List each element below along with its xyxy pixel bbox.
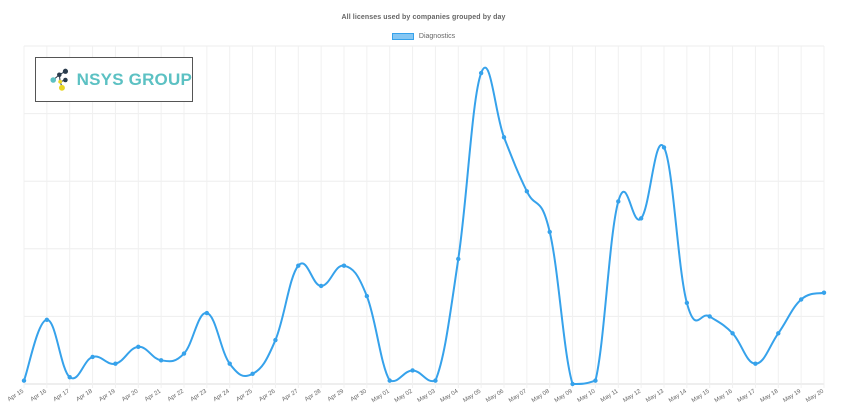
x-tick-label: May 04: [439, 388, 459, 404]
data-point[interactable]: [821, 290, 827, 295]
grid-lines: [23, 45, 825, 388]
legend-label-diagnostics[interactable]: Diagnostics: [418, 33, 456, 40]
x-tick-label: May 11: [600, 388, 620, 404]
x-tick-label: Apr 17: [53, 388, 72, 403]
data-point[interactable]: [730, 331, 735, 336]
company-logo: NSYS GROUP: [35, 57, 193, 102]
x-tick-label: May 13: [645, 388, 665, 404]
x-tick-label: May 01: [371, 388, 391, 404]
data-point[interactable]: [204, 310, 210, 316]
data-point[interactable]: [318, 283, 324, 289]
data-point[interactable]: [341, 263, 347, 268]
data-point[interactable]: [21, 378, 27, 383]
series-line-diagnostics: [23, 66, 825, 386]
x-tick-label: Apr 18: [75, 388, 94, 403]
data-point[interactable]: [273, 337, 278, 343]
data-point[interactable]: [296, 263, 301, 268]
data-points: [21, 70, 827, 387]
data-point[interactable]: [547, 229, 552, 235]
x-tick-label: May 14: [668, 388, 688, 404]
data-point[interactable]: [524, 189, 530, 194]
x-tick-label: May 05: [462, 388, 482, 404]
nsys-group-logo-mark-icon: [50, 68, 69, 91]
x-tick-label: Apr 28: [304, 388, 323, 403]
data-point[interactable]: [364, 293, 370, 299]
x-axis-tick-labels: Apr 15 Apr 16 Apr 17 Apr 18 Apr 19 Apr 20 Apr …: [7, 388, 826, 404]
chart-title: All licenses used by companies grouped b…: [341, 14, 506, 21]
data-point[interactable]: [136, 344, 141, 350]
data-point[interactable]: [638, 216, 644, 221]
x-tick-label: May 02: [394, 388, 414, 404]
x-tick-label: May 16: [714, 388, 734, 404]
x-tick-label: Apr 29: [327, 388, 346, 403]
x-tick-label: May 10: [577, 388, 597, 404]
data-point[interactable]: [753, 361, 758, 366]
x-tick-label: May 15: [691, 388, 711, 404]
x-tick-label: Apr 24: [213, 388, 232, 403]
x-tick-label: May 19: [782, 388, 802, 404]
x-tick-label: May 08: [531, 388, 551, 404]
data-point[interactable]: [776, 331, 781, 336]
x-tick-label: Apr 21: [144, 388, 163, 403]
x-tick-label: May 07: [508, 388, 528, 404]
data-point[interactable]: [227, 361, 232, 366]
data-point[interactable]: [616, 199, 621, 204]
x-tick-label: May 17: [737, 388, 757, 404]
data-point[interactable]: [90, 354, 95, 360]
data-point[interactable]: [570, 381, 575, 387]
x-tick-label: Apr 16: [30, 388, 49, 403]
data-point[interactable]: [456, 256, 461, 262]
x-tick-label: Apr 20: [121, 388, 140, 403]
data-point[interactable]: [158, 358, 164, 363]
data-point[interactable]: [798, 297, 804, 302]
x-tick-label: Apr 22: [167, 388, 186, 403]
logo-text: NSYS GROUP: [76, 69, 192, 89]
data-point[interactable]: [593, 378, 598, 383]
x-tick-label: Apr 25: [235, 388, 254, 403]
data-point[interactable]: [478, 70, 484, 76]
data-point[interactable]: [181, 351, 187, 356]
data-point[interactable]: [67, 375, 72, 380]
data-point[interactable]: [250, 371, 255, 377]
data-point[interactable]: [501, 135, 507, 140]
x-tick-label: May 12: [622, 388, 642, 404]
data-point[interactable]: [661, 145, 667, 150]
x-tick-label: May 06: [485, 388, 505, 404]
data-point[interactable]: [410, 368, 415, 373]
x-tick-label: Apr 19: [98, 388, 117, 403]
x-tick-label: Apr 27: [281, 388, 300, 403]
x-tick-label: May 03: [417, 388, 437, 404]
data-point[interactable]: [707, 314, 712, 319]
x-tick-label: May 09: [554, 388, 574, 404]
x-tick-label: Apr 30: [350, 388, 369, 403]
legend-swatch-diagnostics[interactable]: [391, 33, 414, 40]
data-point[interactable]: [433, 378, 438, 383]
x-tick-label: May 18: [759, 388, 779, 404]
chart-legend: Diagnostics: [0, 33, 847, 40]
x-tick-label: Apr 23: [190, 388, 209, 403]
data-point[interactable]: [684, 300, 690, 306]
x-tick-label: Apr 15: [7, 388, 26, 403]
x-tick-label: May 20: [805, 388, 825, 404]
data-point[interactable]: [44, 317, 50, 322]
x-tick-label: Apr 26: [258, 388, 277, 403]
data-point[interactable]: [113, 361, 118, 366]
data-point[interactable]: [387, 378, 392, 383]
